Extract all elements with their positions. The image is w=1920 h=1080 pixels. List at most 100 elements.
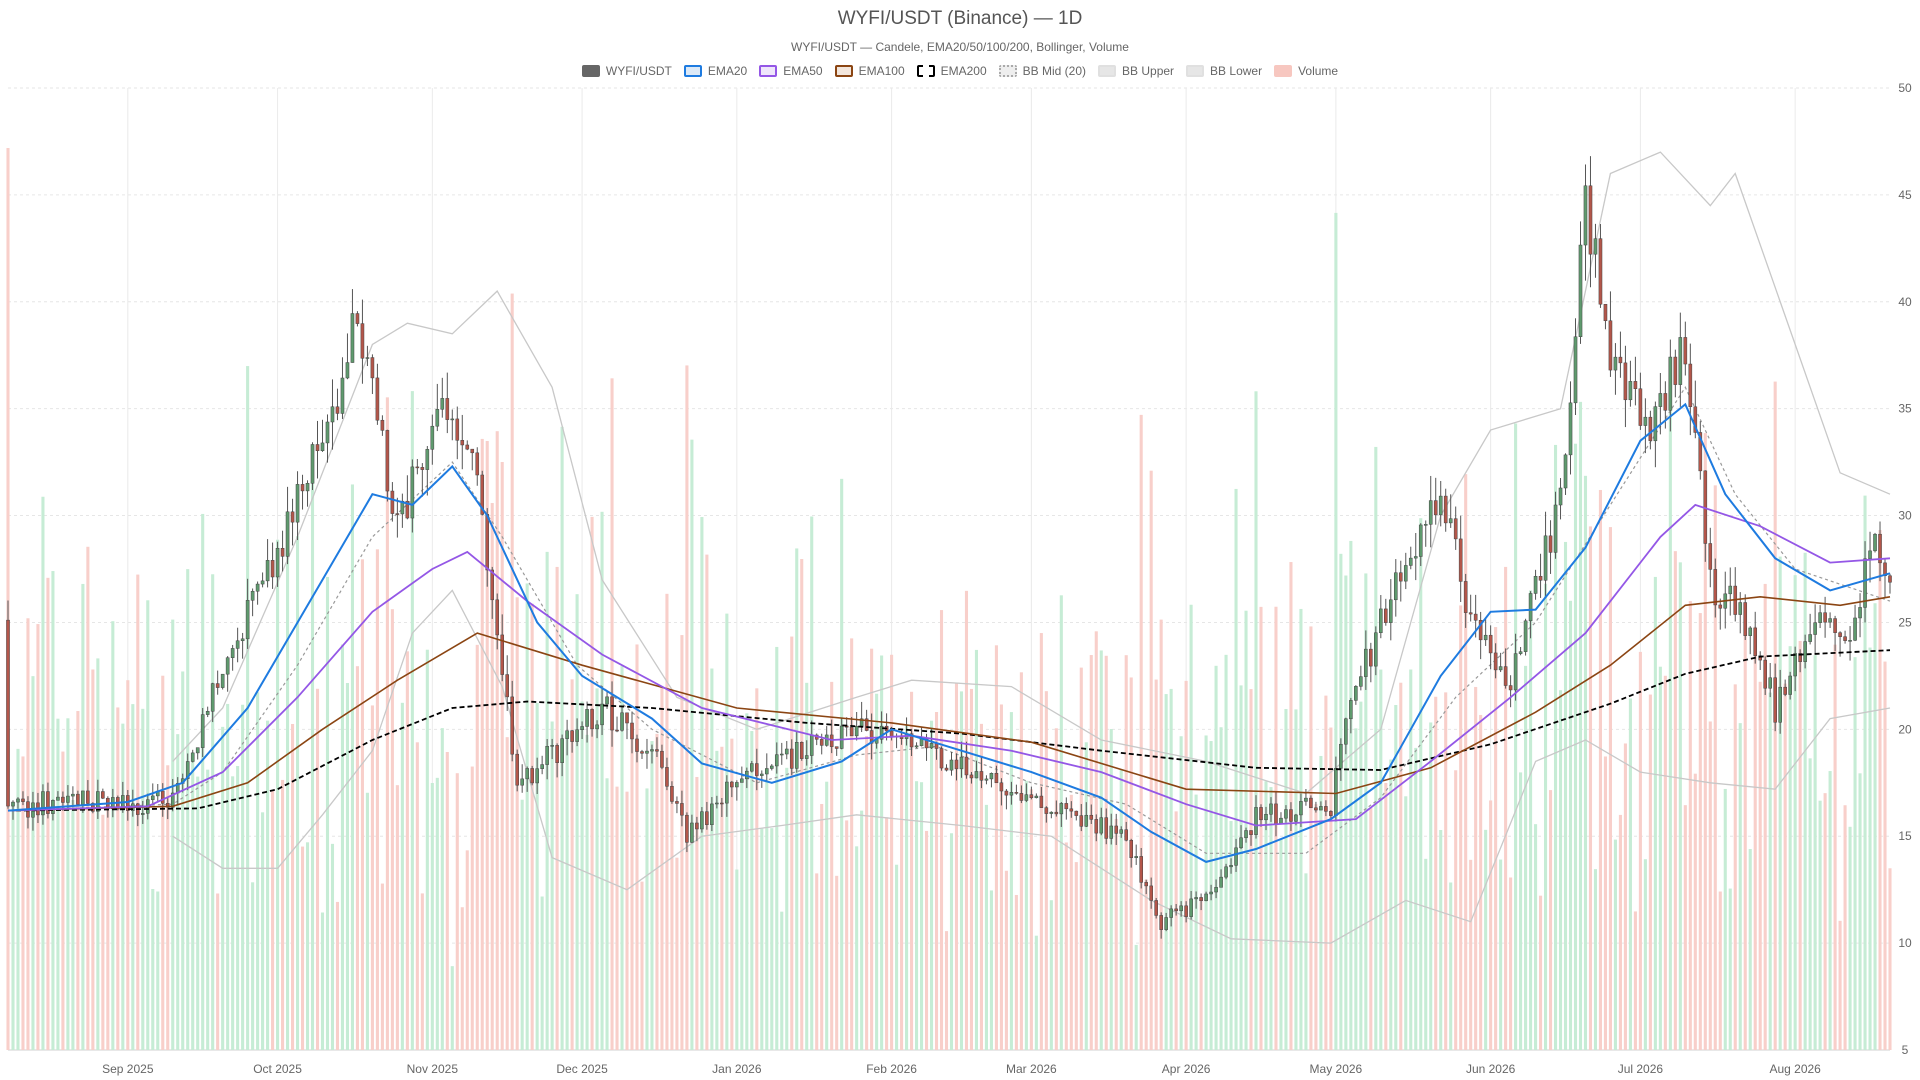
- candle-body: [285, 511, 290, 557]
- volume-bar: [1803, 552, 1807, 1050]
- volume-bar: [231, 776, 235, 1050]
- candle-body: [705, 811, 709, 825]
- candle: [824, 726, 829, 747]
- candle-body: [1259, 807, 1263, 821]
- volume-bar: [820, 803, 824, 1050]
- volume-bar: [1883, 661, 1887, 1050]
- candle: [1618, 331, 1623, 378]
- candle: [1708, 527, 1713, 588]
- volume-bar: [770, 828, 774, 1050]
- volume-bar: [915, 781, 919, 1050]
- candle-body: [685, 814, 689, 843]
- candle: [1558, 478, 1563, 520]
- candle-body: [939, 748, 944, 769]
- candle-body: [1169, 908, 1173, 918]
- candle-body: [390, 490, 395, 514]
- candle: [1783, 679, 1787, 697]
- candle-body: [1304, 797, 1308, 802]
- volume-bar: [1144, 879, 1148, 1050]
- legend-item[interactable]: BB Mid (20): [998, 64, 1086, 78]
- candle: [380, 415, 385, 436]
- candle-body: [1778, 686, 1782, 723]
- volume-bar: [475, 644, 479, 1050]
- candle-body: [515, 753, 519, 786]
- candle: [1538, 553, 1543, 598]
- candle-body: [1408, 557, 1413, 566]
- volume-bar: [1568, 600, 1573, 1050]
- candle-body: [720, 802, 724, 805]
- volume-bar: [690, 439, 694, 1051]
- candle: [1329, 810, 1333, 819]
- candle: [1408, 546, 1413, 570]
- volume-bar: [1489, 800, 1493, 1050]
- candle: [370, 354, 375, 395]
- candle: [1608, 291, 1613, 377]
- candle-body: [784, 748, 789, 755]
- candle: [540, 755, 544, 775]
- candle-body: [1773, 677, 1777, 723]
- legend-item[interactable]: EMA20: [683, 64, 747, 78]
- legend-item[interactable]: Volume: [1274, 64, 1338, 78]
- candle: [1089, 804, 1094, 825]
- candle: [285, 486, 290, 565]
- candle: [1304, 789, 1308, 806]
- legend-item[interactable]: EMA100: [834, 64, 905, 78]
- volume-bar: [1459, 605, 1463, 1050]
- volume-bar: [1324, 695, 1328, 1050]
- candle-body: [824, 734, 829, 746]
- candle-body: [450, 418, 455, 421]
- volume-bar: [370, 705, 374, 1050]
- candle: [185, 753, 190, 791]
- candle: [1853, 604, 1857, 642]
- legend-item[interactable]: BB Upper: [1098, 64, 1174, 78]
- candle-body: [640, 751, 644, 754]
- candle-body: [1658, 393, 1663, 407]
- volume-bar: [1429, 722, 1433, 1050]
- candle-body: [760, 773, 764, 776]
- candle: [655, 737, 659, 758]
- candle-body: [225, 657, 230, 675]
- volume-bar: [710, 668, 714, 1050]
- candle: [1553, 491, 1558, 559]
- candle-body: [1478, 620, 1483, 641]
- volume-bar: [1284, 709, 1288, 1050]
- volume-bar: [485, 441, 489, 1050]
- legend-item[interactable]: BB Lower: [1186, 64, 1262, 78]
- volume-bar: [241, 704, 245, 1050]
- candle-body: [1488, 634, 1493, 654]
- candle: [1673, 349, 1678, 398]
- candle-body: [1678, 337, 1683, 385]
- candle-body: [600, 703, 604, 726]
- candle: [1074, 810, 1079, 821]
- candle-body: [779, 753, 784, 756]
- candle: [1828, 612, 1832, 628]
- candle: [804, 740, 809, 766]
- candle: [784, 741, 789, 760]
- candle: [1279, 812, 1283, 824]
- volume-bar: [1748, 849, 1752, 1050]
- candle: [1523, 618, 1528, 656]
- candle-body: [1064, 803, 1069, 810]
- candle: [964, 741, 969, 779]
- candle: [1174, 904, 1178, 916]
- volume-bar: [1548, 790, 1553, 1050]
- legend-item[interactable]: EMA50: [759, 64, 823, 78]
- candle: [1873, 532, 1877, 553]
- candle: [1778, 669, 1782, 734]
- volume-bar: [600, 511, 604, 1050]
- legend-item[interactable]: EMA200: [916, 64, 987, 78]
- volume-bar: [655, 733, 659, 1050]
- volume-bar: [435, 777, 439, 1050]
- candle: [1653, 401, 1658, 468]
- candle: [675, 796, 679, 814]
- volume-bar: [1818, 800, 1822, 1050]
- legend-swatch: [683, 65, 702, 77]
- candle: [1179, 901, 1183, 917]
- candle-body: [1084, 814, 1089, 827]
- legend-item[interactable]: WYFI/USDT: [581, 64, 672, 78]
- candle: [165, 798, 170, 820]
- candle: [220, 673, 225, 690]
- candle: [1488, 625, 1493, 670]
- volume-bar: [375, 549, 379, 1050]
- candle-body: [660, 750, 664, 768]
